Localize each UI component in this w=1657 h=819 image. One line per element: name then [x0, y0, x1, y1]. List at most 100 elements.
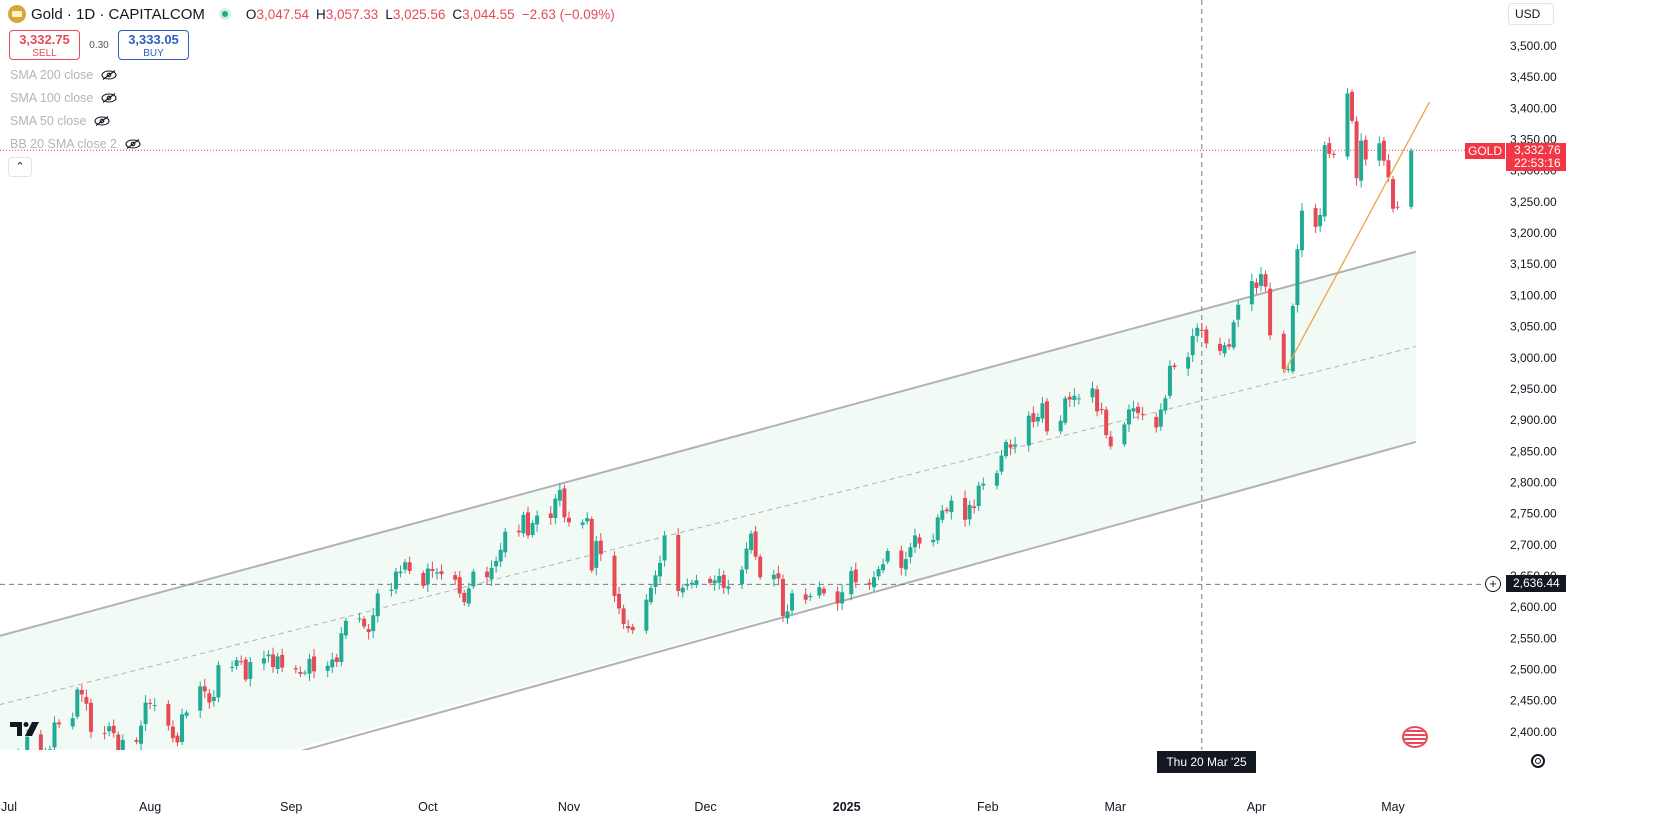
- candle-body: [230, 667, 235, 669]
- collapse-legend-button[interactable]: ⌃: [8, 157, 32, 177]
- candle-body: [1026, 415, 1031, 446]
- price-axis-background: [1497, 0, 1657, 819]
- symbol-legend[interactable]: Gold · 1D · CAPITALCOM O3,047.54 H3,057.3…: [8, 5, 622, 23]
- regression-channel[interactable]: [0, 250, 1417, 755]
- candle-body: [79, 689, 84, 695]
- candle-body: [202, 686, 207, 692]
- candle-body: [1108, 436, 1113, 447]
- candle-body: [940, 510, 945, 520]
- currency-selector[interactable]: USD: [1508, 3, 1554, 25]
- trendline-segment[interactable]: [1283, 101, 1430, 374]
- add-alert-plus-icon[interactable]: +: [1485, 576, 1501, 592]
- candle-body: [530, 522, 535, 535]
- candle-body: [38, 734, 43, 757]
- candle-body: [1231, 322, 1236, 348]
- market-status-icon[interactable]: [218, 8, 231, 20]
- price-axis[interactable]: 2,400.00 2,450.00 2,500.00 2,550.00 2,600.00…: [1497, 0, 1657, 819]
- price-tick-label: 3,150.00: [1510, 257, 1557, 271]
- candle-body: [589, 518, 594, 571]
- eye-off-icon[interactable]: [101, 70, 117, 80]
- indicator-sma100[interactable]: SMA 100 close: [10, 91, 117, 105]
- trendline[interactable]: [1283, 101, 1430, 374]
- candle-body: [325, 665, 330, 671]
- candle-body: [516, 530, 521, 533]
- candle-body: [976, 485, 981, 507]
- candle-body: [999, 455, 1004, 472]
- tradingview-logo-icon[interactable]: [10, 720, 42, 738]
- candle-body: [931, 539, 936, 543]
- indicator-sma50[interactable]: SMA 50 close: [10, 114, 110, 128]
- candle-body: [694, 580, 699, 585]
- candle-body: [1045, 401, 1049, 432]
- gear-icon[interactable]: [1531, 754, 1545, 768]
- symbol-title[interactable]: Gold · 1D · CAPITALCOM: [31, 5, 205, 23]
- candle-body: [680, 587, 685, 593]
- candle-body: [780, 578, 785, 616]
- candle-body: [1131, 408, 1136, 412]
- eye-off-icon[interactable]: [101, 93, 117, 103]
- time-tick-label: Apr: [1247, 800, 1266, 814]
- time-tick-label: 2025: [833, 800, 861, 814]
- candle-body: [1350, 91, 1355, 121]
- eye-off-icon[interactable]: [125, 139, 141, 149]
- candle-body: [562, 488, 567, 518]
- candle-body: [1381, 140, 1386, 161]
- candle-body: [1136, 406, 1141, 414]
- candle-body: [758, 556, 763, 578]
- candle-body: [1377, 143, 1382, 161]
- channel-lower-line[interactable]: [290, 440, 1417, 755]
- eye-off-icon[interactable]: [94, 116, 110, 126]
- candle-body: [963, 498, 968, 520]
- candle-body: [425, 568, 430, 585]
- candle-body: [1058, 420, 1063, 432]
- economic-event-flag-icon[interactable]: [1402, 726, 1428, 748]
- candle-body: [302, 672, 307, 674]
- buy-button[interactable]: 3,333.05 BUY: [118, 30, 189, 60]
- candle-body: [1090, 388, 1095, 398]
- candle-body: [994, 473, 999, 486]
- chevron-up-icon: ⌃: [15, 161, 25, 173]
- candle-body: [749, 533, 754, 551]
- candle-body: [280, 654, 285, 668]
- candle-body: [1227, 344, 1232, 347]
- candle-body: [557, 489, 562, 501]
- indicator-sma200[interactable]: SMA 200 close: [10, 68, 117, 82]
- time-tick-label: Nov: [558, 800, 581, 814]
- price-tick-label: 3,250.00: [1510, 195, 1557, 209]
- candle-body: [658, 562, 663, 577]
- time-axis[interactable]: Jul Aug Sep Oct Nov Dec 2025 Feb Mar Apr May: [0, 750, 1497, 819]
- candle-body: [407, 562, 412, 571]
- ohlc-values: O3,047.54 H3,057.33 L3,025.56 C3,044.55 −2.6…: [245, 6, 615, 22]
- current-price-label: 3,332.76 22:53:16: [1506, 143, 1566, 171]
- candle-body: [771, 574, 776, 580]
- candle-body: [903, 559, 908, 570]
- candle-body: [375, 593, 380, 617]
- candle-body: [120, 739, 125, 752]
- candle-body: [266, 654, 271, 657]
- candle-body: [1031, 413, 1036, 422]
- candle-body: [462, 592, 467, 603]
- candle-body: [139, 725, 144, 744]
- candle-body: [75, 689, 80, 717]
- sell-button[interactable]: 3,332.75 SELL: [9, 30, 80, 60]
- candle-body: [107, 726, 112, 732]
- price-tick-label: 3,100.00: [1510, 288, 1557, 302]
- time-tick-label: Sep: [280, 800, 302, 814]
- candle-body: [494, 561, 499, 567]
- indicator-bollinger[interactable]: BB 20 SMA close 2: [10, 137, 141, 151]
- candle-body: [1290, 305, 1295, 372]
- candle-body: [148, 703, 153, 705]
- candle-body: [1218, 343, 1222, 351]
- candle-body: [393, 571, 398, 590]
- channel-upper-line[interactable]: [0, 250, 1417, 639]
- candle-body: [1409, 150, 1414, 207]
- trade-panel: 3,332.75 SELL 0.30 3,333.05 BUY: [9, 30, 189, 60]
- candle-body: [239, 661, 244, 663]
- candle-body: [1104, 409, 1109, 436]
- candle-body: [198, 686, 203, 711]
- candle-body: [1122, 424, 1127, 445]
- candle-body: [293, 668, 298, 670]
- candle-body: [312, 656, 317, 672]
- candle-body: [503, 531, 508, 553]
